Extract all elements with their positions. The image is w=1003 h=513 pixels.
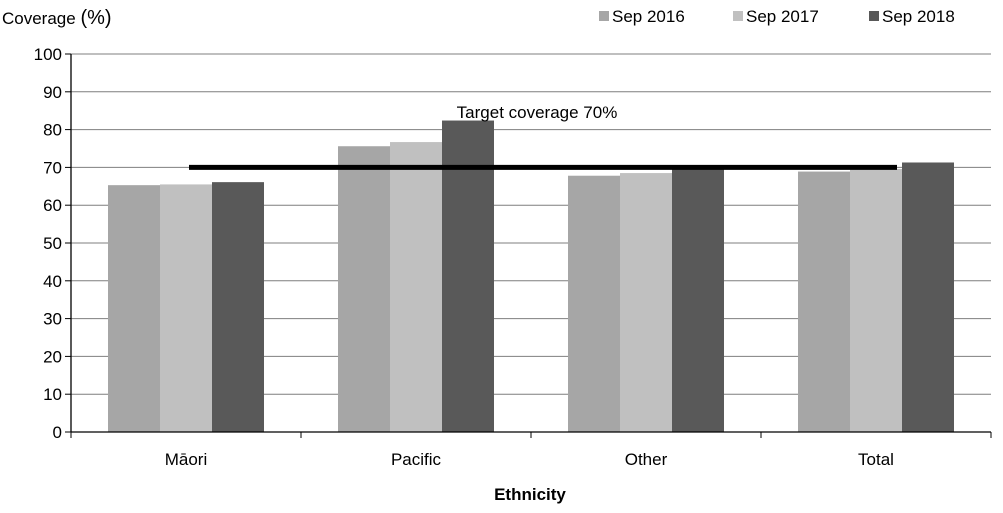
axes <box>65 53 992 438</box>
y-tick-label: 100 <box>34 45 62 64</box>
bar <box>160 184 212 432</box>
y-tick-label: 0 <box>53 423 62 442</box>
bar <box>902 162 954 432</box>
y-tick-label: 80 <box>43 121 62 140</box>
y-axis-title-main: Coverage <box>2 9 80 28</box>
bar <box>442 120 494 432</box>
y-tick-label: 70 <box>43 158 62 177</box>
x-tick-label: Other <box>625 450 668 469</box>
bar <box>390 142 442 432</box>
y-tick-label: 20 <box>43 347 62 366</box>
legend-swatch <box>869 11 879 21</box>
y-tick-label: 40 <box>43 272 62 291</box>
legend-swatch <box>733 11 743 21</box>
bar <box>338 146 390 432</box>
target-line-group: Target coverage 70% <box>189 103 897 170</box>
x-tick-label: Total <box>858 450 894 469</box>
bar <box>620 173 672 432</box>
target-label: Target coverage 70% <box>457 103 618 122</box>
bar <box>568 175 620 432</box>
bar <box>850 168 902 433</box>
legend-label: Sep 2017 <box>746 7 819 26</box>
bar <box>108 185 160 432</box>
x-tick-label: Pacific <box>391 450 442 469</box>
legend-label: Sep 2016 <box>612 7 685 26</box>
x-axis-title: Ethnicity <box>494 485 566 504</box>
bar <box>672 167 724 432</box>
y-tick-label: 60 <box>43 196 62 215</box>
tick-labels: 0 10 20 30 40 50 60 70 80 90 100 Māori Pacific Other T… <box>34 45 894 469</box>
y-tick-label: 50 <box>43 234 62 253</box>
x-tick-label: Māori <box>165 450 208 469</box>
y-tick-label: 30 <box>43 310 62 329</box>
legend: Sep 2016 Sep 2017 Sep 2018 <box>599 7 955 26</box>
bars <box>108 120 954 433</box>
y-tick-label: 10 <box>43 385 62 404</box>
y-axis-title-unit: (%) <box>80 7 111 29</box>
legend-label: Sep 2018 <box>882 7 955 26</box>
legend-swatch <box>599 11 609 21</box>
y-tick-label: 90 <box>43 83 62 102</box>
bar <box>212 182 264 432</box>
y-axis-title: Coverage (%) <box>2 7 112 29</box>
bar <box>798 171 850 433</box>
